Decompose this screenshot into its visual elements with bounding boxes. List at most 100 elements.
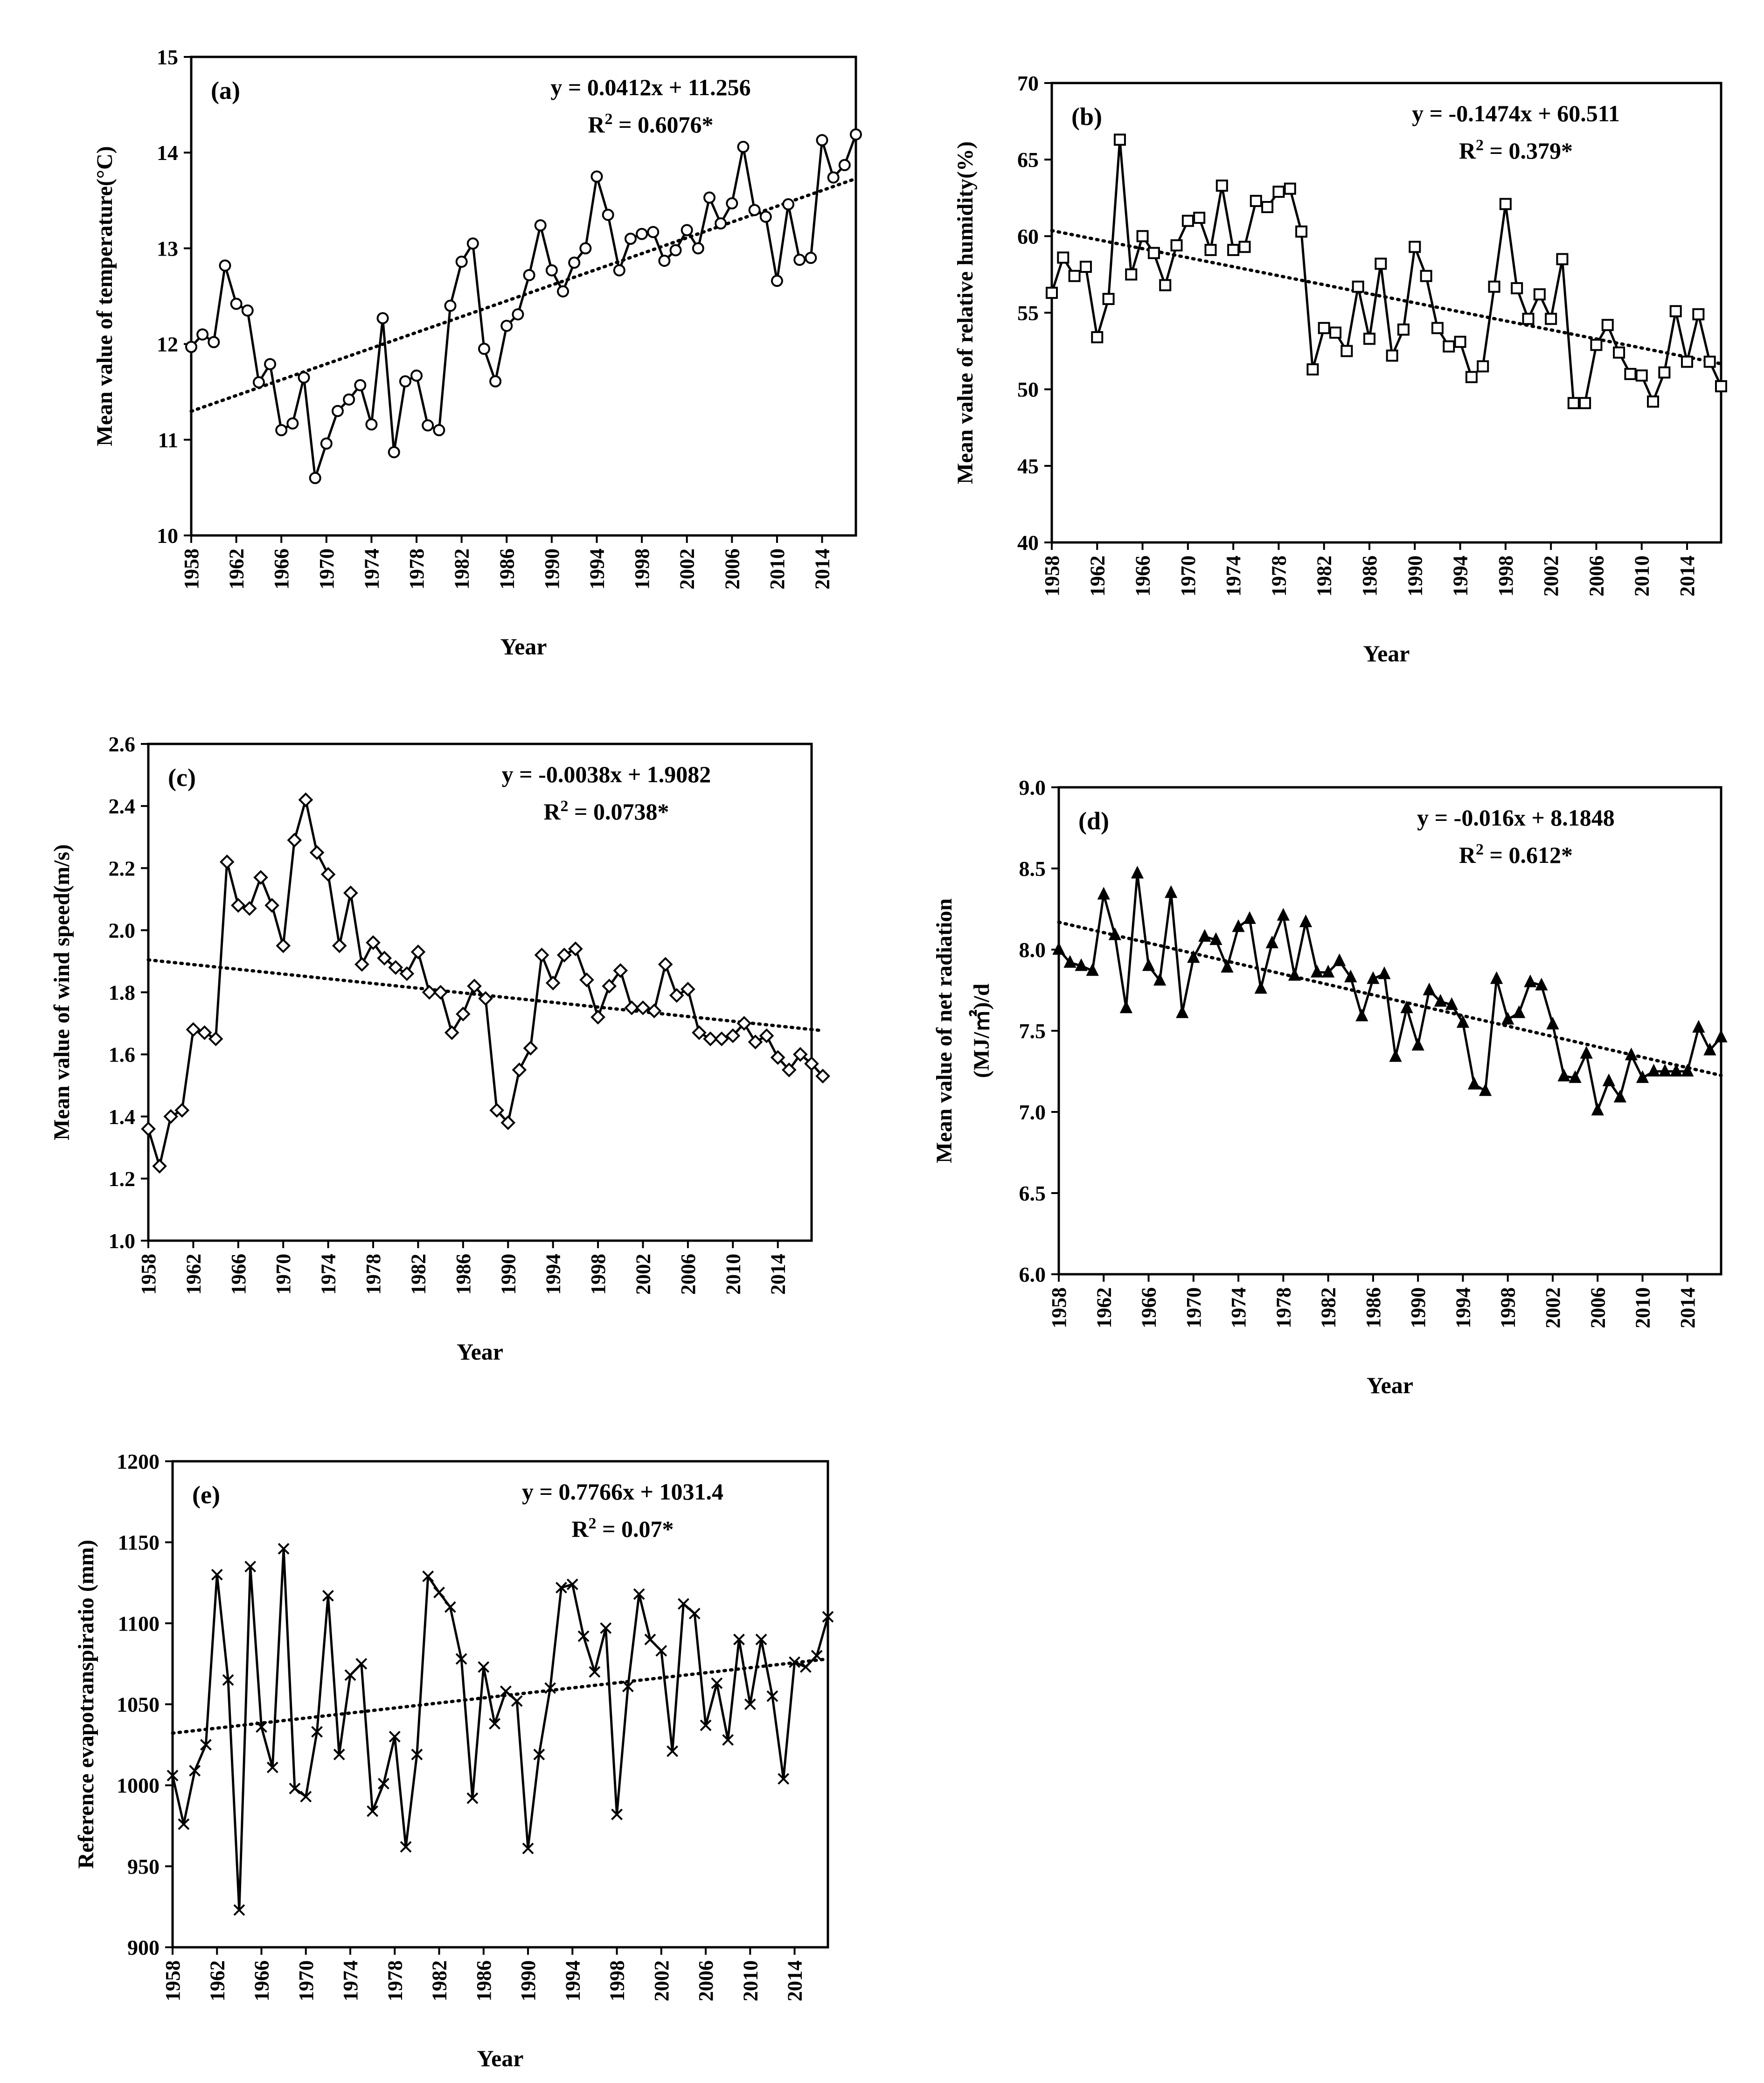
data-point [1306, 363, 1319, 375]
y-axis-title: Mean value of wind speed(m/s) [49, 844, 74, 1140]
data-point [1454, 335, 1466, 348]
x-tick-label: 1970 [295, 1960, 318, 2001]
trend-equation: y = -0.016x + 8.1848 [1417, 805, 1615, 831]
y-tick-label: 50 [1017, 378, 1039, 402]
data-point [602, 979, 617, 994]
x-tick-label: 2002 [1540, 555, 1563, 597]
y-tick-label: 45 [1017, 454, 1039, 478]
data-point [1254, 981, 1267, 994]
x-tick-label: 1986 [452, 1254, 475, 1295]
y-tick-label: 2.2 [109, 856, 136, 880]
data-point [1557, 1069, 1570, 1082]
data-point [230, 898, 246, 913]
x-tick-label: 1986 [1362, 1287, 1385, 1328]
data-point [1591, 1103, 1604, 1116]
data-point [782, 198, 795, 211]
data-point [1165, 885, 1178, 898]
data-point [455, 256, 468, 268]
data-point [1227, 243, 1240, 256]
data-point [1375, 257, 1387, 270]
data-point [815, 1069, 830, 1084]
data-point [557, 285, 569, 298]
data-point [1284, 182, 1296, 195]
data-point [793, 254, 806, 266]
data-point [1409, 241, 1421, 253]
data-point [600, 1622, 612, 1634]
data-point [1125, 268, 1138, 281]
data-point [1091, 331, 1104, 344]
data-point [1477, 360, 1489, 373]
y-tick-label: 13 [157, 236, 178, 260]
data-point [613, 264, 625, 277]
data-point [590, 1009, 605, 1025]
x-tick-label: 2010 [1632, 1287, 1654, 1328]
data-point [544, 1682, 556, 1694]
data-point [1288, 968, 1301, 981]
data-point [287, 833, 302, 848]
data-point [456, 1007, 471, 1021]
data-point [455, 1653, 467, 1665]
data-point [422, 985, 437, 1000]
data-point [545, 975, 561, 991]
data-point [466, 237, 479, 250]
data-point [1456, 1015, 1470, 1028]
data-point [1102, 292, 1115, 305]
data-point [827, 171, 840, 184]
x-tick-label: 1990 [497, 1254, 520, 1295]
data-point [309, 845, 325, 860]
x-tick-label: 2014 [1676, 1287, 1699, 1328]
x-tick-label: 1986 [1358, 555, 1381, 597]
x-axis-title: Year [500, 633, 547, 660]
x-tick-label: 1966 [270, 549, 293, 590]
data-point [1232, 919, 1245, 932]
x-tick-label: 1990 [517, 1960, 540, 2001]
data-point [322, 1590, 334, 1602]
data-point [309, 472, 321, 484]
data-point [577, 1630, 590, 1642]
data-point [332, 938, 347, 953]
data-point [1601, 319, 1614, 331]
data-point [1187, 950, 1200, 963]
panel-label: (a) [211, 76, 240, 104]
data-point [399, 966, 415, 981]
data-point [1636, 1070, 1649, 1083]
data-point [186, 1022, 201, 1037]
x-tick-label: 1970 [272, 1254, 295, 1295]
data-point [1579, 397, 1591, 410]
data-point [1513, 1005, 1526, 1018]
data-point [289, 1783, 301, 1795]
x-tick-label: 2014 [784, 1960, 806, 2001]
data-point [658, 957, 673, 972]
y-tick-label: 40 [1017, 531, 1039, 555]
series-line [190, 134, 857, 479]
data-point [298, 792, 313, 807]
data-point [343, 393, 355, 406]
y-tick-label: 10 [157, 524, 178, 548]
data-point [163, 1109, 179, 1124]
data-point [1063, 955, 1076, 968]
data-point [636, 228, 648, 240]
data-point [444, 299, 457, 312]
x-tick-label: 1994 [585, 549, 608, 590]
x-tick-label: 2002 [632, 1254, 654, 1295]
x-tick-label: 2010 [1631, 555, 1653, 597]
data-point [722, 1734, 734, 1746]
y-tick-label: 1050 [117, 1693, 160, 1716]
data-point [1159, 279, 1172, 292]
data-point [355, 1658, 368, 1670]
x-tick-label: 1970 [1177, 555, 1200, 597]
data-point [556, 947, 572, 963]
data-point [286, 417, 299, 430]
data-point [1153, 972, 1167, 986]
data-point [196, 328, 209, 341]
data-point [1569, 1070, 1582, 1083]
data-point [1057, 251, 1070, 264]
data-point [1681, 355, 1694, 368]
data-point [1400, 1000, 1413, 1014]
data-point [766, 1690, 778, 1702]
x-tick-label: 1974 [1222, 555, 1245, 597]
x-tick-label: 2006 [1585, 555, 1608, 597]
data-point [1625, 1047, 1638, 1061]
data-point [1243, 911, 1256, 924]
